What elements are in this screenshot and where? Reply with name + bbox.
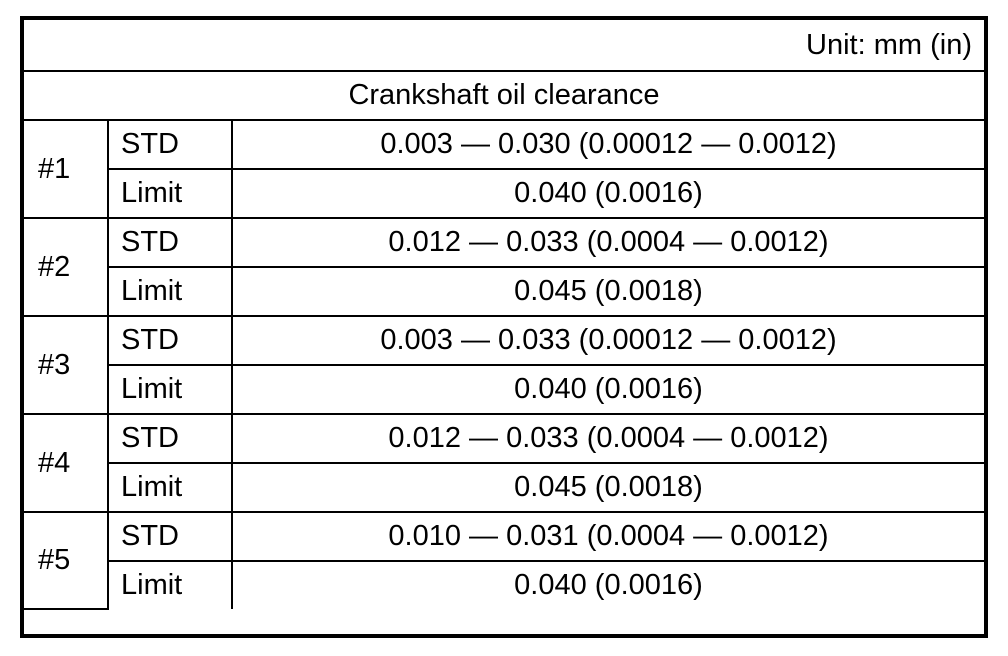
std-row: #4 STD 0.012 — 0.033 (0.0004 — 0.0012): [24, 413, 984, 513]
limit-value: 0.040 (0.0016): [231, 560, 984, 609]
std-label: STD: [107, 315, 233, 366]
journal: #1: [24, 119, 109, 219]
limit-label: Limit: [108, 168, 233, 219]
limit-label: Limit: [108, 266, 233, 317]
std-row: #3 STD 0.003 — 0.033 (0.00012 — 0.0012): [24, 315, 984, 415]
std-value: 0.010 — 0.031 (0.0004 — 0.0012): [231, 511, 984, 562]
limit-label: Limit: [108, 560, 233, 609]
journal: #5: [24, 511, 109, 610]
std-label: STD: [107, 217, 233, 268]
limit-row: Limit 0.040 (0.0016): [24, 168, 984, 219]
unit: Unit: mm (in): [24, 20, 984, 72]
journal: #4: [24, 413, 109, 513]
table-body: Unit: mm (in) Crankshaft oil clearance #…: [24, 20, 984, 610]
std-label: STD: [107, 119, 233, 170]
limit-row: Limit 0.040 (0.0016): [24, 560, 984, 609]
journal: #2: [24, 217, 109, 317]
spec-table-frame: Unit: mm (in) Crankshaft oil clearance #…: [20, 16, 988, 638]
std-value: 0.012 — 0.033 (0.0004 — 0.0012): [231, 217, 984, 268]
std-row: #2 STD 0.012 — 0.033 (0.0004 — 0.0012): [24, 217, 984, 317]
std-label: STD: [107, 511, 233, 562]
std-value: 0.003 — 0.033 (0.00012 — 0.0012): [231, 315, 984, 366]
std-row: #1 STD 0.003 — 0.030 (0.00012 — 0.0012): [24, 119, 984, 219]
title-row: Crankshaft oil clearance: [24, 70, 984, 121]
limit-value: 0.040 (0.0016): [231, 364, 984, 415]
table-title: Crankshaft oil clearance: [24, 70, 984, 121]
std-label: STD: [107, 413, 233, 464]
limit-row: Limit 0.040 (0.0016): [24, 364, 984, 415]
std-row: #5 STD 0.010 — 0.031 (0.0004 — 0.0012): [24, 511, 984, 610]
std-value: 0.012 — 0.033 (0.0004 — 0.0012): [231, 413, 984, 464]
unit-row: Unit: mm (in): [24, 20, 984, 72]
limit-label: Limit: [108, 462, 233, 513]
limit-value: 0.045 (0.0018): [231, 266, 984, 317]
limit-row: Limit 0.045 (0.0018): [24, 266, 984, 317]
std-value: 0.003 — 0.030 (0.00012 — 0.0012): [231, 119, 984, 170]
spec-table: Unit: mm (in) Crankshaft oil clearance #…: [24, 20, 984, 610]
limit-label: Limit: [108, 364, 233, 415]
limit-value: 0.040 (0.0016): [231, 168, 984, 219]
limit-row: Limit 0.045 (0.0018): [24, 462, 984, 513]
limit-value: 0.045 (0.0018): [231, 462, 984, 513]
journal: #3: [24, 315, 109, 415]
